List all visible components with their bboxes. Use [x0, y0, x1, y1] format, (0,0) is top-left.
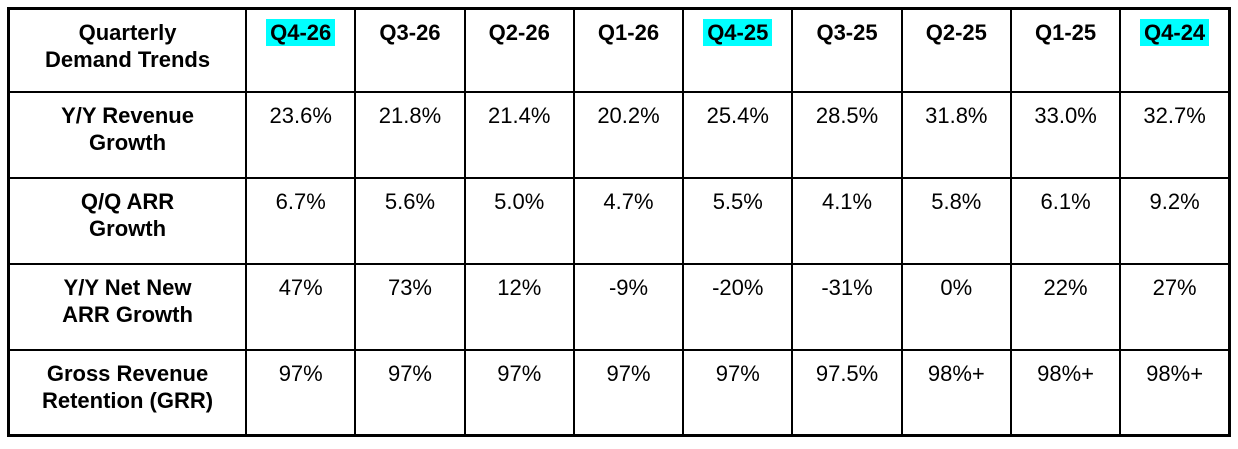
table-cell: 27% — [1119, 262, 1231, 351]
table-cell: 5.8% — [900, 176, 1012, 265]
table-cell: 98%+ — [1119, 348, 1231, 437]
table-cell: 0% — [900, 262, 1012, 351]
column-header-label: Q3-25 — [816, 20, 878, 45]
column-header-label: Q4-26 — [266, 19, 336, 46]
row-header: Y/Y Net New ARR Growth — [7, 262, 248, 351]
table-row-yy-revenue-growth: Y/Y Revenue Growth 23.6% 21.8% 21.4% 20.… — [7, 90, 1231, 179]
table-cell: 73% — [354, 262, 466, 351]
row-label: Y/Y Revenue Growth — [61, 102, 194, 155]
table-cell: 6.1% — [1009, 176, 1122, 265]
table-row-gross-revenue-retention: Gross Revenue Retention (GRR) 97% 97% 97… — [7, 348, 1231, 437]
column-header-q4-24: Q4-24 — [1119, 7, 1231, 93]
table-cell: 4.1% — [791, 176, 903, 265]
column-header-q1-26: Q1-26 — [572, 7, 685, 93]
table-cell: 32.7% — [1119, 90, 1231, 179]
table-cell: 33.0% — [1009, 90, 1122, 179]
table-cell: -20% — [682, 262, 794, 351]
table-cell: -31% — [791, 262, 903, 351]
column-header-label: Q2-26 — [488, 20, 550, 45]
column-header-label: Q1-25 — [1034, 20, 1097, 45]
row-label: Q/Q ARR Growth — [80, 188, 175, 241]
column-header-label: Q3-26 — [379, 20, 441, 45]
table-cell: 97.5% — [791, 348, 903, 437]
table-cell: 97% — [572, 348, 685, 437]
table-cell: 9.2% — [1119, 176, 1231, 265]
column-header-q1-25: Q1-25 — [1009, 7, 1122, 93]
table-cell: 4.7% — [572, 176, 685, 265]
row-header: Gross Revenue Retention (GRR) — [7, 348, 248, 437]
column-header-q4-25: Q4-25 — [682, 7, 794, 93]
table-cell: 22% — [1009, 262, 1122, 351]
table-cell: 21.8% — [354, 90, 466, 179]
table-title-cell: Quarterly Demand Trends — [7, 7, 248, 93]
column-header-label: Q4-24 — [1140, 19, 1210, 46]
column-header-q2-25: Q2-25 — [900, 7, 1012, 93]
table-cell: 12% — [463, 262, 575, 351]
row-header: Q/Q ARR Growth — [7, 176, 248, 265]
table-cell: 97% — [354, 348, 466, 437]
table-title: Quarterly Demand Trends — [45, 20, 211, 72]
table-cell: 23.6% — [245, 90, 357, 179]
table-cell: 97% — [682, 348, 794, 437]
table-cell: 21.4% — [463, 90, 575, 179]
table-cell: 97% — [245, 348, 357, 437]
column-header-q4-26: Q4-26 — [245, 7, 357, 93]
table-cell: 47% — [245, 262, 357, 351]
table-cell: -9% — [572, 262, 685, 351]
row-label: Gross Revenue Retention (GRR) — [41, 360, 214, 413]
row-label: Y/Y Net New ARR Growth — [62, 274, 193, 327]
table-cell: 6.7% — [245, 176, 357, 265]
table-cell: 5.5% — [682, 176, 794, 265]
column-header-label: Q4-25 — [703, 19, 773, 46]
table-cell: 5.6% — [354, 176, 466, 265]
column-header-label: Q1-26 — [597, 20, 660, 45]
table-cell: 31.8% — [900, 90, 1012, 179]
quarterly-demand-trends-table: Quarterly Demand Trends Q4-26 Q3-26 Q2-2… — [7, 7, 1231, 437]
table-cell: 98%+ — [900, 348, 1012, 437]
table-cell: 25.4% — [682, 90, 794, 179]
table-cell: 5.0% — [463, 176, 575, 265]
table-cell: 97% — [463, 348, 575, 437]
column-header-q3-25: Q3-25 — [791, 7, 903, 93]
table-row-qq-arr-growth: Q/Q ARR Growth 6.7% 5.6% 5.0% 4.7% 5.5% … — [7, 176, 1231, 265]
table-cell: 98%+ — [1009, 348, 1122, 437]
table-cell: 28.5% — [791, 90, 903, 179]
column-header-q2-26: Q2-26 — [463, 7, 575, 93]
table-cell: 20.2% — [572, 90, 685, 179]
row-header: Y/Y Revenue Growth — [7, 90, 248, 179]
header-row: Quarterly Demand Trends Q4-26 Q3-26 Q2-2… — [7, 7, 1231, 93]
column-header-q3-26: Q3-26 — [354, 7, 466, 93]
table-row-yy-net-new-arr-growth: Y/Y Net New ARR Growth 47% 73% 12% -9% -… — [7, 262, 1231, 351]
column-header-label: Q2-25 — [925, 20, 987, 45]
